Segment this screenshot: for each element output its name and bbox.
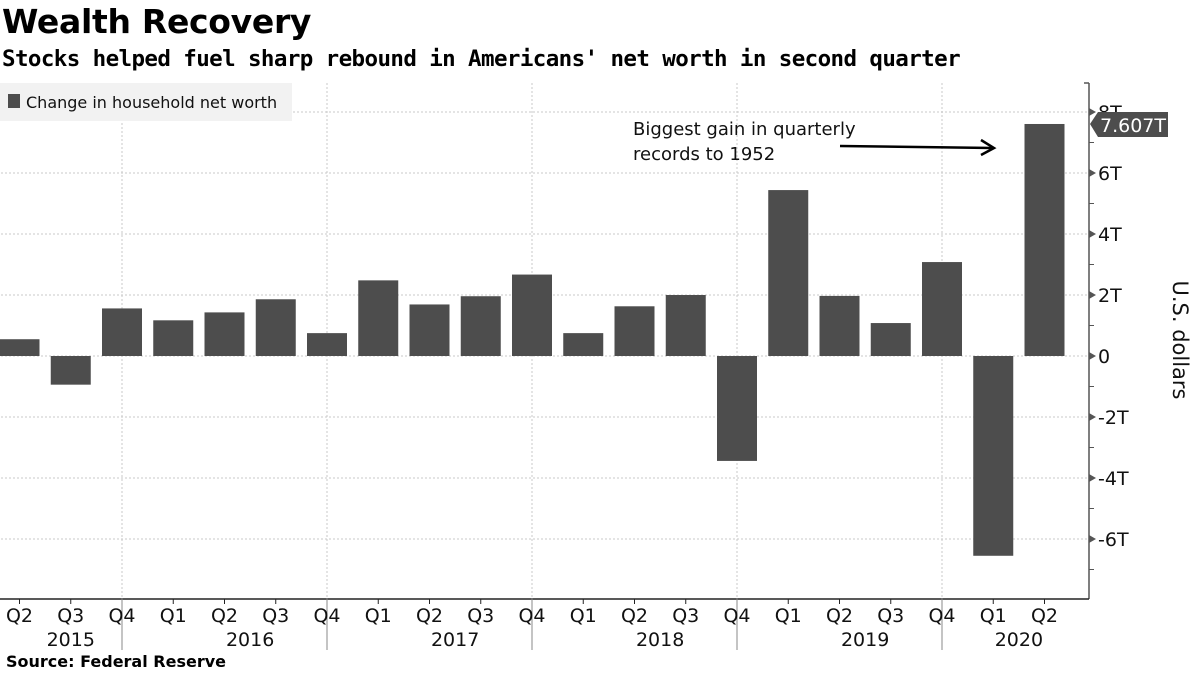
x-tick-label: Q3 bbox=[57, 605, 84, 627]
x-year-label: 2016 bbox=[226, 629, 274, 651]
y-major-tick bbox=[1089, 413, 1096, 421]
bar bbox=[768, 190, 809, 356]
y-major-tick bbox=[1089, 535, 1096, 543]
bar bbox=[0, 339, 40, 356]
bar bbox=[1024, 123, 1065, 356]
x-tick-label: Q3 bbox=[877, 605, 904, 627]
x-tick-label: Q2 bbox=[6, 605, 33, 627]
y-tick-label: 0 bbox=[1098, 346, 1110, 368]
x-tick-labels: Q2 Q3 Q4 Q1 Q2 Q3 Q4 Q1 Q2 Q3 Q4 Q1 Q2 Q3 Q4 Q1 Q2 Q3 Q4 Q1… bbox=[6, 605, 1058, 651]
x-tick-label: Q1 bbox=[980, 605, 1007, 627]
legend: Change in household net worth bbox=[0, 83, 292, 121]
y-major-tick bbox=[1089, 474, 1096, 482]
last-value-pill: 7.607T bbox=[1090, 112, 1168, 137]
x-tick-label: Q4 bbox=[518, 605, 545, 627]
x-year-label: 2018 bbox=[636, 629, 684, 651]
bar bbox=[563, 333, 604, 356]
bar bbox=[819, 295, 860, 356]
x-tick-label: Q4 bbox=[313, 605, 340, 627]
x-tick-label: Q1 bbox=[160, 605, 187, 627]
y-tick-label: 2T bbox=[1098, 285, 1122, 307]
x-tick-label: Q2 bbox=[211, 605, 238, 627]
x-tick-label: Q3 bbox=[262, 605, 289, 627]
annotation-arrow-head bbox=[980, 138, 997, 157]
bar bbox=[204, 312, 245, 356]
y-tick-label: 6T bbox=[1098, 163, 1122, 185]
y-major-tick bbox=[1089, 352, 1096, 360]
bar bbox=[460, 296, 501, 356]
x-tick-label: Q1 bbox=[365, 605, 392, 627]
y-major-tick bbox=[1089, 108, 1096, 116]
x-tick-label: Q2 bbox=[416, 605, 443, 627]
bar bbox=[153, 320, 194, 356]
last-value-pill-background bbox=[1090, 112, 1168, 137]
y-tick-label: 4T bbox=[1098, 224, 1122, 246]
x-tick-label: Q4 bbox=[108, 605, 135, 627]
annotation-line-2: records to 1952 bbox=[633, 144, 775, 165]
x-year-label: 2015 bbox=[47, 629, 95, 651]
y-major-tick bbox=[1089, 230, 1096, 238]
y-major-tick bbox=[1089, 169, 1096, 177]
y-tick-label: -2T bbox=[1098, 407, 1129, 429]
bar bbox=[358, 280, 399, 356]
annotation: Biggest gain in quarterly records to 195… bbox=[633, 119, 997, 165]
bar bbox=[973, 356, 1014, 556]
bar bbox=[614, 306, 655, 356]
x-tick-label: Q4 bbox=[723, 605, 750, 627]
bar bbox=[102, 308, 142, 356]
legend-swatch bbox=[8, 94, 20, 108]
last-value-label: 7.607T bbox=[1100, 115, 1166, 137]
bars bbox=[0, 123, 1065, 556]
x-tick-label: Q2 bbox=[826, 605, 853, 627]
bar bbox=[717, 356, 757, 461]
chart-title: Wealth Recovery bbox=[2, 2, 312, 41]
x-year-label: 2019 bbox=[841, 629, 889, 651]
bar bbox=[409, 304, 450, 356]
legend-background bbox=[0, 83, 292, 121]
y-tick-label: -4T bbox=[1098, 468, 1129, 490]
x-year-label: 2020 bbox=[995, 629, 1043, 651]
bar bbox=[512, 274, 552, 356]
bar bbox=[255, 299, 296, 356]
y-tick-label: -6T bbox=[1098, 529, 1129, 551]
bar bbox=[50, 356, 91, 385]
x-tick-label: Q4 bbox=[928, 605, 955, 627]
x-tick-label: Q3 bbox=[672, 605, 699, 627]
x-tick-label: Q1 bbox=[775, 605, 802, 627]
x-tick-label: Q3 bbox=[467, 605, 494, 627]
source-note: Source: Federal Reserve bbox=[6, 652, 226, 671]
bar bbox=[870, 323, 911, 356]
annotation-arrow-shaft bbox=[839, 144, 994, 150]
annotation-line-1: Biggest gain in quarterly bbox=[633, 119, 856, 140]
axes bbox=[0, 82, 1096, 650]
bar bbox=[665, 295, 706, 356]
x-year-label: 2017 bbox=[431, 629, 479, 651]
bar bbox=[307, 333, 347, 356]
chart-subtitle: Stocks helped fuel sharp rebound in Amer… bbox=[2, 46, 961, 72]
x-tick-label: Q2 bbox=[621, 605, 648, 627]
y-major-tick bbox=[1089, 291, 1096, 299]
x-tick-label: Q1 bbox=[570, 605, 597, 627]
x-tick-label: Q2 bbox=[1031, 605, 1058, 627]
y-axis-label: U.S. dollars bbox=[1168, 280, 1192, 399]
legend-label: Change in household net worth bbox=[26, 93, 277, 112]
bar bbox=[922, 262, 962, 356]
y-tick-labels: 8T6T4T2T0-2T-4T-6T bbox=[1098, 102, 1129, 551]
